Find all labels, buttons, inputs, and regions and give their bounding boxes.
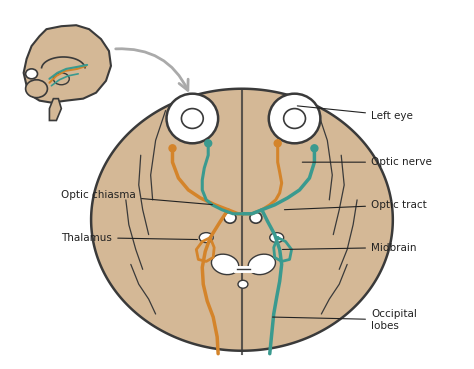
Text: Occipital
lobes: Occipital lobes <box>273 309 417 331</box>
Ellipse shape <box>270 232 283 242</box>
Text: Optic tract: Optic tract <box>284 200 427 210</box>
Ellipse shape <box>166 94 218 143</box>
Polygon shape <box>24 25 111 103</box>
Ellipse shape <box>311 145 318 152</box>
Ellipse shape <box>250 212 262 223</box>
Ellipse shape <box>199 232 213 242</box>
Text: Left eye: Left eye <box>297 106 413 121</box>
Ellipse shape <box>26 80 47 98</box>
Polygon shape <box>49 99 61 121</box>
Ellipse shape <box>169 145 176 152</box>
Ellipse shape <box>274 140 281 147</box>
Ellipse shape <box>26 69 37 79</box>
Ellipse shape <box>238 280 248 288</box>
Text: Thalamus: Thalamus <box>61 232 198 242</box>
Ellipse shape <box>248 254 275 275</box>
Ellipse shape <box>224 212 236 223</box>
Ellipse shape <box>205 140 212 147</box>
FancyArrowPatch shape <box>116 49 188 90</box>
Text: Optic nerve: Optic nerve <box>302 157 432 167</box>
Ellipse shape <box>283 108 305 128</box>
Text: Optic chiasma: Optic chiasma <box>61 190 212 204</box>
Text: Midbrain: Midbrain <box>283 242 417 252</box>
Polygon shape <box>91 89 393 351</box>
Ellipse shape <box>54 73 69 85</box>
Ellipse shape <box>182 108 203 128</box>
Ellipse shape <box>211 254 239 275</box>
Ellipse shape <box>269 94 320 143</box>
